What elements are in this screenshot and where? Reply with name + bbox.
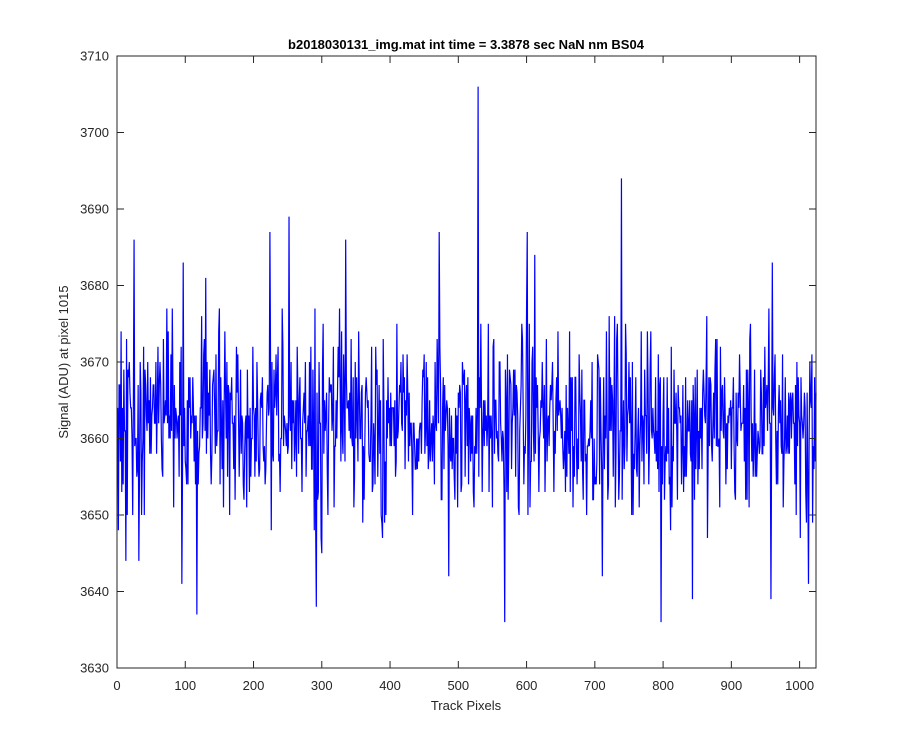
x-tick-label: 500 bbox=[447, 678, 469, 693]
x-tick-label: 400 bbox=[379, 678, 401, 693]
x-tick-label: 900 bbox=[721, 678, 743, 693]
x-axis: 0 100 200 300 400 500 600 700 800 900 1000 bbox=[113, 56, 814, 693]
x-tick-label: 600 bbox=[516, 678, 538, 693]
y-tick-label: 3630 bbox=[80, 661, 109, 676]
x-tick-label: 200 bbox=[243, 678, 265, 693]
y-tick-label: 3710 bbox=[80, 49, 109, 64]
y-tick-label: 3690 bbox=[80, 202, 109, 217]
x-tick-label: 700 bbox=[584, 678, 606, 693]
x-axis-label: Track Pixels bbox=[431, 698, 502, 713]
axes-background bbox=[117, 56, 816, 668]
signal-series-line bbox=[117, 86, 817, 623]
y-tick-label: 3650 bbox=[80, 508, 109, 523]
chart-title: b2018030131_img.mat int time = 3.3878 se… bbox=[288, 37, 645, 52]
x-tick-label: 800 bbox=[652, 678, 674, 693]
x-tick-label: 1000 bbox=[785, 678, 814, 693]
y-tick-label: 3660 bbox=[80, 431, 109, 446]
y-axis-label: Signal (ADU) at pixel 1015 bbox=[56, 285, 71, 438]
y-tick-label: 3680 bbox=[80, 278, 109, 293]
x-tick-label: 100 bbox=[174, 678, 196, 693]
x-tick-label: 300 bbox=[311, 678, 333, 693]
y-tick-label: 3640 bbox=[80, 584, 109, 599]
y-axis: 3630 3640 3650 3660 3670 3680 3690 3700 3710 bbox=[80, 49, 816, 676]
x-tick-label: 0 bbox=[113, 678, 120, 693]
y-tick-label: 3670 bbox=[80, 355, 109, 370]
y-tick-label: 3700 bbox=[80, 125, 109, 140]
series-group bbox=[117, 86, 817, 623]
